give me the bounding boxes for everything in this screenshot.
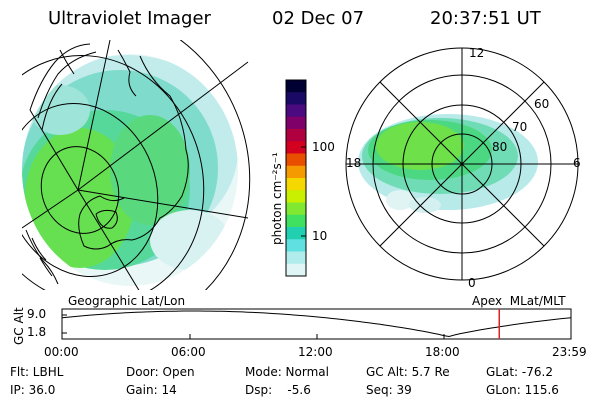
colorbar-segment [286, 129, 306, 142]
alt-ymax-label: 9.0 [27, 307, 47, 321]
gain-info: Gain: 14 [126, 383, 177, 397]
colorbar-segment [286, 227, 306, 240]
gc-alt-info: GC Alt: 5.7 Re [366, 365, 450, 379]
instrument-title: Ultraviolet Imager [48, 8, 211, 29]
door-info: Door: Open [126, 365, 195, 379]
colorbar-frame [285, 79, 307, 277]
mlt-12-label: 12 [469, 46, 485, 60]
geographic-caption: Geographic Lat/Lon [68, 294, 186, 308]
alt-ymin-label: 1.8 [27, 325, 47, 339]
colorbar-segment [286, 104, 306, 118]
gc-alt-axis-label: GC Alt [12, 307, 26, 345]
mlt-0-label: 0 [468, 276, 476, 290]
colorbar-tick-10: 10 [312, 229, 328, 243]
color-bar [285, 79, 307, 277]
dsp-info: Dsp: -5.6 [245, 383, 311, 397]
apex-caption: Apex MLat/MLT [472, 294, 566, 308]
glon-info: GLon: 115.6 [486, 383, 559, 397]
colorbar-segment [286, 80, 306, 93]
x-tick-0000: 00:00 [44, 345, 79, 359]
ip-info: IP: 36.0 [10, 383, 56, 397]
seq-info: Seq: 39 [366, 383, 412, 397]
x-tick-1800: 18:00 [425, 345, 460, 359]
lat-80-label: 80 [492, 140, 508, 154]
altitude-plot [61, 308, 572, 340]
colorbar-segment [286, 165, 306, 179]
colorbar-segment [286, 251, 306, 265]
colorbar-unit-label: photon cm⁻²s⁻¹ [270, 152, 284, 245]
colorbar-segment [286, 178, 306, 191]
colorbar-segment [286, 202, 306, 216]
polar-image [345, 47, 579, 281]
x-tick-0600: 06:00 [171, 345, 206, 359]
colorbar-segment [286, 92, 306, 105]
colorbar-segment [286, 116, 306, 130]
time-label: 20:37:51 UT [430, 8, 541, 29]
mlt-6-label: 6 [573, 156, 581, 170]
colorbar-segment [286, 263, 306, 277]
colorbar-segment [286, 239, 306, 252]
lat-70-label: 70 [512, 120, 528, 134]
lat-60-label: 60 [534, 97, 550, 111]
mode-info: Mode: Normal [245, 365, 329, 379]
date-label: 02 Dec 07 [272, 8, 365, 29]
geographic-image [22, 40, 251, 290]
glat-info: GLat: -76.2 [486, 365, 553, 379]
colorbar-segment [286, 214, 306, 228]
x-tick-2359: 23:59 [552, 345, 587, 359]
colorbar-segment [286, 153, 306, 167]
colorbar-segment [286, 190, 306, 203]
flt-info: Flt: LBHL [10, 365, 64, 379]
x-tick-1200: 12:00 [298, 345, 333, 359]
colorbar-tick-100: 100 [312, 140, 335, 154]
mlt-18-label: 18 [346, 156, 362, 170]
colorbar-segment [286, 141, 306, 154]
